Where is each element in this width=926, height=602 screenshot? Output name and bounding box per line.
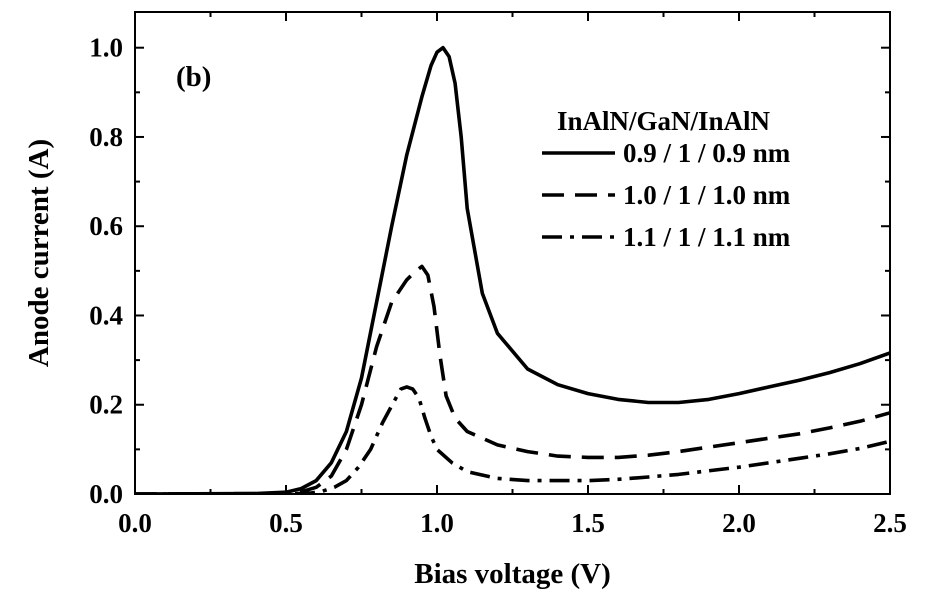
legend-title: InAlN/GaN/InAlN	[557, 106, 771, 136]
series-line-3	[135, 385, 890, 494]
y-tick-label-0: 0.0	[89, 479, 123, 509]
y-tick-label-3: 0.6	[89, 211, 123, 241]
axes: 0.0 0.5 1.0 1.5 2.0 2.5 0.0 0.2 0.4 0.6 0.8 1.0	[89, 11, 907, 538]
x-tick-label-3: 1.5	[571, 508, 605, 538]
y-tick-label-2: 0.4	[89, 300, 123, 330]
plot-area	[135, 45, 890, 494]
legend-label-3: 1.1 / 1 / 1.1 nm	[623, 222, 791, 252]
legend: InAlN/GaN/InAlN 0.9 / 1 / 0.9 nm 1.0 / 1 …	[542, 106, 791, 252]
legend-label-1: 0.9 / 1 / 0.9 nm	[623, 138, 791, 168]
x-tick-label-1: 0.5	[269, 508, 303, 538]
x-tick-label-5: 2.5	[873, 508, 907, 538]
x-tick-label-2: 1.0	[420, 508, 454, 538]
legend-label-2: 1.0 / 1 / 1.0 nm	[623, 180, 791, 210]
y-axis-title: Anode current (A)	[23, 139, 55, 367]
series-line-1	[135, 45, 890, 494]
y-tick-label-4: 0.8	[89, 122, 123, 152]
y-tick-label-5: 1.0	[89, 33, 123, 63]
plot-frame	[134, 11, 891, 495]
panel-label: (b)	[176, 61, 211, 93]
x-axis-title: Bias voltage (V)	[414, 558, 611, 590]
x-tick-label-0: 0.0	[118, 508, 152, 538]
y-tick-label-1: 0.2	[89, 390, 123, 420]
x-tick-label-4: 2.0	[722, 508, 756, 538]
series-line-2	[135, 264, 890, 494]
